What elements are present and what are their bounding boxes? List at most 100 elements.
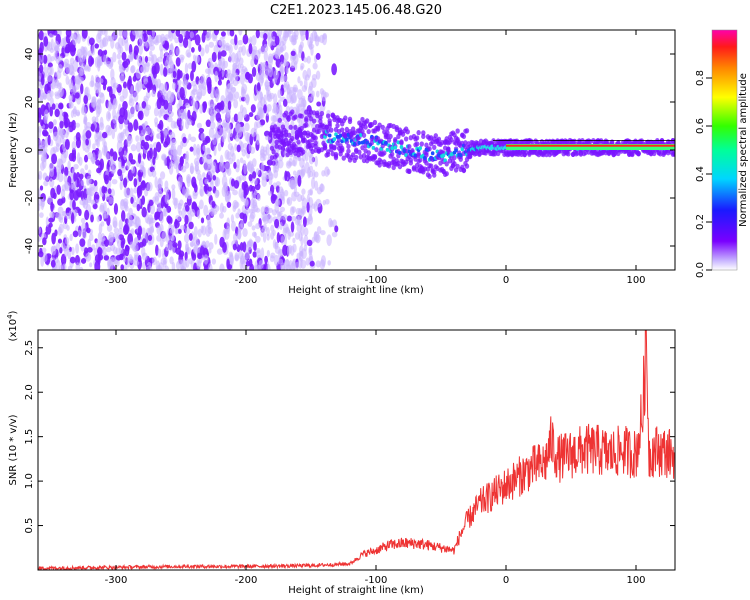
heatmap-speck bbox=[153, 107, 159, 117]
heatmap-speck bbox=[115, 254, 122, 261]
heatmap-speck bbox=[83, 118, 87, 125]
heatmap-speck bbox=[50, 55, 55, 62]
heatmap-speck bbox=[208, 127, 215, 138]
heatmap-ridge-speck bbox=[335, 122, 340, 129]
heatmap-ridge-speck bbox=[421, 130, 426, 136]
heatmap-ridge-speck bbox=[636, 150, 641, 156]
heatmap-speck bbox=[190, 242, 194, 248]
heatmap-speck bbox=[163, 67, 168, 77]
heatmap-speck bbox=[251, 49, 256, 61]
heatmap-y-ticks: -40 -20 0 20 40 bbox=[24, 48, 675, 254]
heatmap-speck bbox=[290, 50, 296, 57]
heatmap-speck bbox=[231, 52, 236, 63]
colorbar-label: Normalized spectral amplitude bbox=[738, 73, 749, 227]
heatmap-speck bbox=[117, 59, 122, 65]
heatmap-speck bbox=[139, 160, 145, 169]
heatmap-speck bbox=[244, 199, 249, 208]
heatmap-ridge-speck bbox=[410, 148, 415, 154]
heatmap-speck bbox=[224, 192, 230, 203]
heatmap-speck bbox=[303, 57, 308, 63]
heatmap-speck bbox=[234, 91, 240, 100]
colorbar-tick-label: 0.0 bbox=[695, 262, 706, 278]
heatmap-speck bbox=[124, 244, 130, 257]
heatmap-speck bbox=[98, 92, 105, 98]
heatmap-speck bbox=[171, 81, 177, 90]
heatmap-ridge-speck bbox=[332, 144, 337, 150]
heatmap-speck bbox=[83, 154, 89, 163]
heatmap-speck bbox=[176, 144, 182, 156]
heatmap-speck bbox=[237, 228, 242, 241]
heatmap-speck bbox=[331, 231, 338, 238]
heatmap-ridge-core bbox=[384, 140, 388, 145]
heatmap-speck bbox=[74, 254, 80, 266]
heatmap-speck bbox=[177, 240, 182, 250]
heatmap-speck bbox=[61, 128, 66, 140]
heatmap-speck bbox=[94, 43, 100, 49]
heatmap-speck bbox=[38, 188, 41, 196]
heatmap-speck bbox=[242, 159, 247, 167]
heatmap-ridge-core bbox=[352, 142, 357, 147]
heatmap-speck bbox=[190, 136, 197, 143]
heatmap-speck bbox=[151, 30, 155, 38]
heatmap-speck bbox=[67, 265, 73, 270]
colorbar-tick-label: 0.6 bbox=[695, 118, 706, 134]
heatmap-speck bbox=[249, 211, 256, 220]
heatmap-speck bbox=[63, 114, 67, 126]
heatmap-speck bbox=[38, 30, 44, 41]
heatmap-speck bbox=[107, 112, 111, 120]
heatmap-speck bbox=[300, 235, 304, 247]
heatmap-speck bbox=[219, 236, 225, 248]
heatmap-speck bbox=[184, 188, 189, 199]
heatmap-speck bbox=[276, 214, 282, 222]
heatmap-speck bbox=[89, 183, 95, 191]
heatmap-speck bbox=[305, 30, 309, 41]
heatmap-speck bbox=[229, 185, 236, 192]
heatmap-speck bbox=[255, 168, 260, 176]
heatmap-speck bbox=[161, 154, 167, 161]
heatmap-ridge-speck bbox=[327, 123, 332, 129]
heatmap-speck bbox=[51, 232, 56, 245]
x-tick-label: 0 bbox=[503, 575, 509, 586]
heatmap-speck bbox=[79, 266, 84, 270]
heatmap-speck bbox=[50, 201, 54, 212]
heatmap-speck bbox=[48, 217, 54, 223]
heatmap-speck bbox=[200, 47, 205, 57]
heatmap-speck bbox=[149, 204, 156, 215]
heatmap-speck bbox=[149, 147, 154, 160]
heatmap-speck bbox=[97, 49, 103, 57]
heatmap-ridge-speck bbox=[455, 163, 460, 169]
heatmap-speck bbox=[104, 174, 109, 185]
heatmap-speck bbox=[251, 225, 256, 231]
heatmap-speck bbox=[92, 100, 98, 111]
heatmap-ridge-speck bbox=[346, 143, 351, 150]
heatmap-speck bbox=[249, 36, 253, 44]
heatmap-ridge-speck bbox=[386, 163, 392, 169]
heatmap-speck bbox=[266, 249, 271, 258]
heatmap-speck bbox=[225, 45, 231, 51]
heatmap-ridge-speck bbox=[283, 110, 289, 116]
heatmap-speck bbox=[93, 179, 98, 187]
heatmap-ridge-speck bbox=[333, 151, 339, 158]
snr-x-axis-label: Height of straight line (km) bbox=[288, 585, 424, 596]
heatmap-speck bbox=[129, 241, 133, 249]
heatmap-speck bbox=[159, 212, 164, 224]
heatmap-ridge-speck bbox=[288, 124, 293, 130]
heatmap-speck bbox=[57, 82, 62, 90]
heatmap-speck bbox=[55, 212, 61, 219]
heatmap-ridge-speck bbox=[313, 140, 318, 146]
heatmap-speck bbox=[103, 255, 110, 261]
heatmap-ridge-core bbox=[385, 147, 390, 152]
heatmap-speck bbox=[81, 230, 87, 240]
heatmap-speck bbox=[228, 251, 233, 258]
heatmap-speck bbox=[49, 90, 54, 98]
heatmap-ridge-speck bbox=[340, 147, 345, 153]
heatmap-speck bbox=[226, 151, 232, 161]
heatmap-speck bbox=[285, 66, 289, 75]
heatmap-speck bbox=[171, 138, 177, 146]
heatmap-speck bbox=[132, 201, 138, 208]
heatmap-speck bbox=[208, 41, 215, 48]
heatmap-speck bbox=[99, 158, 105, 171]
heatmap-speck bbox=[168, 61, 175, 69]
heatmap-ridge-speck bbox=[319, 110, 325, 117]
heatmap-speck bbox=[271, 194, 278, 201]
